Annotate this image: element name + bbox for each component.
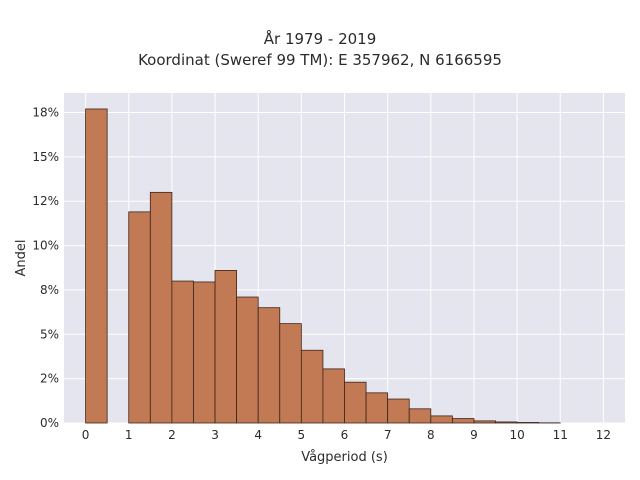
x-tick-label: 7 <box>384 428 392 442</box>
histogram-bar <box>344 381 367 424</box>
histogram-bar <box>365 392 389 424</box>
x-tick-label: 1 <box>125 428 133 442</box>
x-tick-label: 8 <box>427 428 435 442</box>
histogram-bar <box>279 323 302 424</box>
x-axis-label: Vågperiod (s) <box>301 450 388 465</box>
x-tick-label: 10 <box>509 428 524 442</box>
x-tick-label: 11 <box>553 428 568 442</box>
x-tick-label: 6 <box>341 428 349 442</box>
y-tick-label: 18% <box>32 106 59 120</box>
y-tick-label: 10% <box>32 239 59 253</box>
histogram-bar <box>214 270 238 424</box>
x-tick-label: 9 <box>470 428 478 442</box>
y-tick-label: 2% <box>40 372 59 386</box>
y-tick-label: 15% <box>32 150 59 164</box>
chart-title-line-1: År 1979 - 2019 <box>263 30 377 48</box>
x-tick-label: 0 <box>82 428 90 442</box>
histogram-bar <box>516 422 540 424</box>
y-tick-label: 0% <box>40 416 59 430</box>
histogram-bar <box>408 408 432 424</box>
histogram-bar <box>430 415 453 424</box>
chart-title-line-2: Koordinat (Sweref 99 TM): E 357962, N 61… <box>138 51 502 69</box>
histogram-bar <box>236 296 259 424</box>
y-tick-label: 8% <box>40 283 59 297</box>
histogram-bar <box>387 398 410 424</box>
x-tick-label: 12 <box>596 428 611 442</box>
histogram-bar <box>149 191 173 424</box>
histogram-bar <box>171 280 194 424</box>
histogram-bar <box>85 108 108 424</box>
histogram-bar <box>193 281 216 424</box>
x-tick-label: 5 <box>298 428 306 442</box>
y-tick-label: 12% <box>32 194 59 208</box>
histogram-bar <box>300 349 324 424</box>
histogram-bar <box>451 418 475 424</box>
x-tick-label: 3 <box>211 428 219 442</box>
x-tick-label: 4 <box>254 428 262 442</box>
histogram-bar <box>473 420 496 424</box>
y-axis-label: Andel <box>14 240 29 277</box>
y-tick-label: 5% <box>40 327 59 341</box>
histogram-bar <box>322 368 345 424</box>
x-tick-label: 2 <box>168 428 176 442</box>
histogram-bar <box>495 421 518 424</box>
histogram-bar <box>128 211 151 424</box>
histogram-bar <box>257 307 281 424</box>
